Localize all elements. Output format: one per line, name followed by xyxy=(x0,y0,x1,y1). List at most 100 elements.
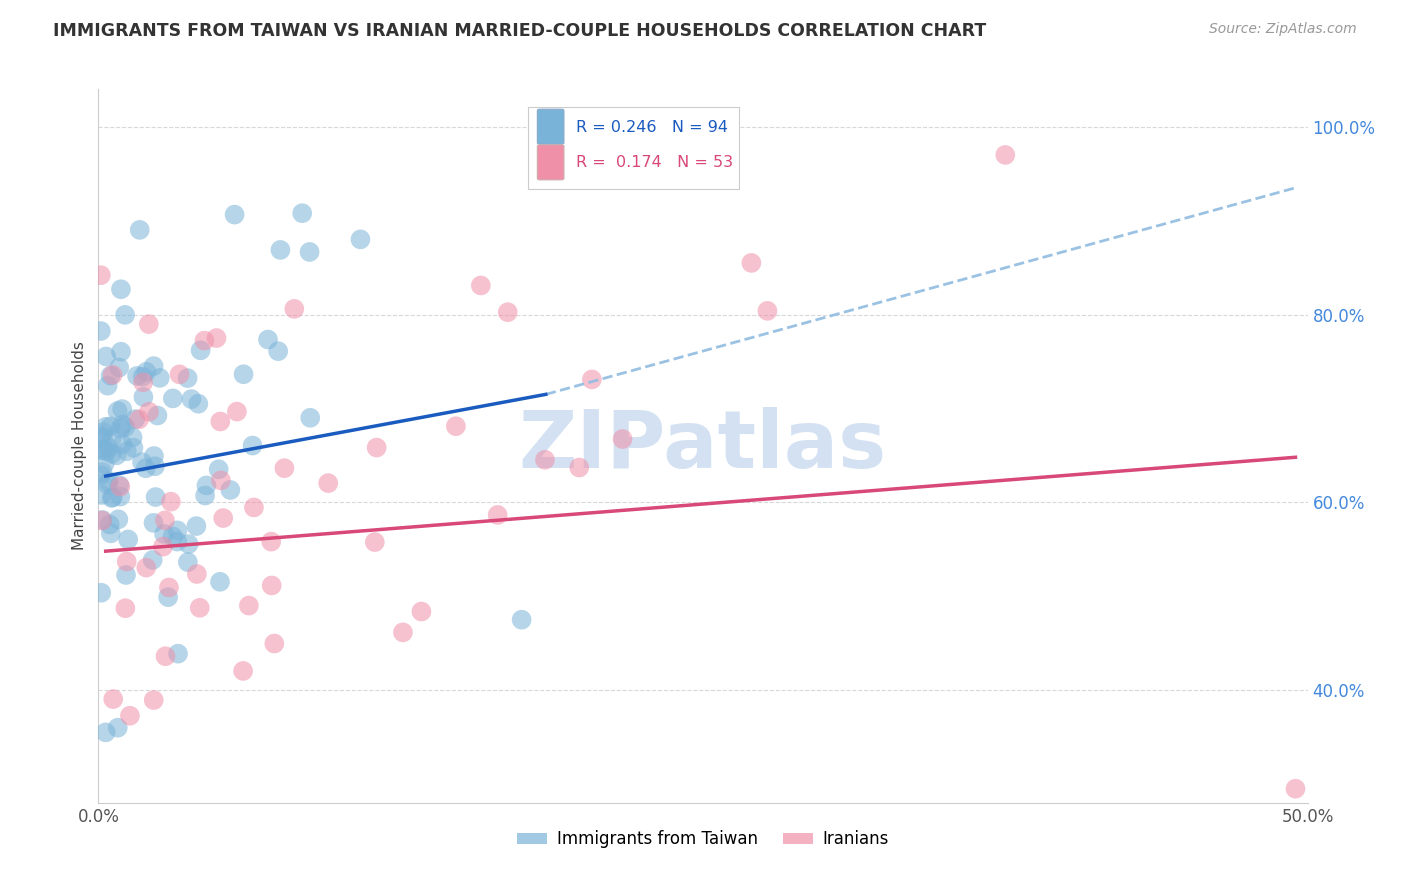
Point xyxy=(146,409,169,423)
Point xyxy=(260,578,283,592)
Point xyxy=(1284,781,1306,796)
Point xyxy=(135,365,157,379)
Point xyxy=(581,372,603,386)
Point xyxy=(142,553,165,567)
Point xyxy=(132,369,155,384)
Point xyxy=(135,461,157,475)
Point xyxy=(132,376,155,390)
Point xyxy=(128,223,150,237)
Point xyxy=(444,419,467,434)
Point xyxy=(90,429,112,443)
Point xyxy=(534,452,557,467)
Point xyxy=(208,462,231,476)
Point xyxy=(97,441,120,455)
Point xyxy=(94,419,117,434)
Point xyxy=(994,148,1017,162)
Point xyxy=(101,490,124,504)
Point xyxy=(135,560,157,574)
Point xyxy=(128,412,150,426)
Point xyxy=(115,555,138,569)
Point xyxy=(177,555,200,569)
Point xyxy=(162,529,184,543)
Point xyxy=(269,243,291,257)
Text: R = 0.246   N = 94: R = 0.246 N = 94 xyxy=(576,120,728,135)
Point xyxy=(107,721,129,735)
Point xyxy=(91,514,114,528)
Point xyxy=(169,368,191,382)
Point xyxy=(212,511,235,525)
Y-axis label: Married-couple Households: Married-couple Households xyxy=(72,342,87,550)
Point xyxy=(110,480,132,494)
Point xyxy=(364,535,387,549)
Point xyxy=(153,527,176,541)
Point xyxy=(110,490,132,504)
Point xyxy=(510,613,533,627)
Point xyxy=(145,490,167,504)
Point xyxy=(208,574,231,589)
Point xyxy=(108,360,131,375)
Point xyxy=(291,206,314,220)
Point xyxy=(209,474,232,488)
Point xyxy=(110,282,132,296)
Point xyxy=(121,430,143,444)
Point xyxy=(486,508,509,522)
Point xyxy=(194,489,217,503)
Point xyxy=(167,647,190,661)
Point xyxy=(105,449,128,463)
Point xyxy=(103,692,125,706)
Point xyxy=(209,415,232,429)
Point xyxy=(91,465,114,479)
Point xyxy=(177,537,200,551)
Point xyxy=(110,344,132,359)
Point xyxy=(496,305,519,319)
Point xyxy=(160,494,183,508)
Point xyxy=(226,404,249,418)
Point xyxy=(224,208,246,222)
Point xyxy=(97,475,120,489)
Point xyxy=(100,419,122,434)
Point xyxy=(111,437,134,451)
Point xyxy=(299,410,322,425)
Point xyxy=(180,392,202,406)
Point xyxy=(166,524,188,538)
Point xyxy=(349,232,371,246)
Point xyxy=(219,483,242,497)
Point xyxy=(149,371,172,385)
Point xyxy=(114,601,136,615)
Point xyxy=(115,444,138,458)
Point xyxy=(142,516,165,530)
Point xyxy=(263,636,285,650)
Point xyxy=(187,397,209,411)
Point xyxy=(93,457,115,471)
Text: IMMIGRANTS FROM TAIWAN VS IRANIAN MARRIED-COUPLE HOUSEHOLDS CORRELATION CHART: IMMIGRANTS FROM TAIWAN VS IRANIAN MARRIE… xyxy=(53,22,987,40)
Point xyxy=(101,368,124,382)
Point xyxy=(100,491,122,505)
Point xyxy=(232,368,254,382)
Point xyxy=(107,404,129,418)
Point xyxy=(90,585,112,599)
Point xyxy=(190,343,212,358)
Point xyxy=(740,256,762,270)
Point xyxy=(111,402,134,417)
Point xyxy=(142,693,165,707)
Point xyxy=(114,420,136,434)
Point xyxy=(90,324,112,338)
Point xyxy=(138,317,160,331)
Point xyxy=(257,333,280,347)
FancyBboxPatch shape xyxy=(537,109,564,145)
Point xyxy=(242,439,264,453)
Point xyxy=(100,368,122,383)
Point xyxy=(186,519,208,533)
Point xyxy=(298,244,321,259)
FancyBboxPatch shape xyxy=(537,145,564,180)
Point xyxy=(152,540,174,554)
Point xyxy=(366,441,388,455)
Point xyxy=(115,568,138,582)
Point xyxy=(94,725,117,739)
Point xyxy=(142,359,165,373)
Point xyxy=(98,517,121,532)
Point xyxy=(118,708,141,723)
Text: Source: ZipAtlas.com: Source: ZipAtlas.com xyxy=(1209,22,1357,37)
Point xyxy=(260,534,283,549)
Text: ZIPatlas: ZIPatlas xyxy=(519,407,887,485)
